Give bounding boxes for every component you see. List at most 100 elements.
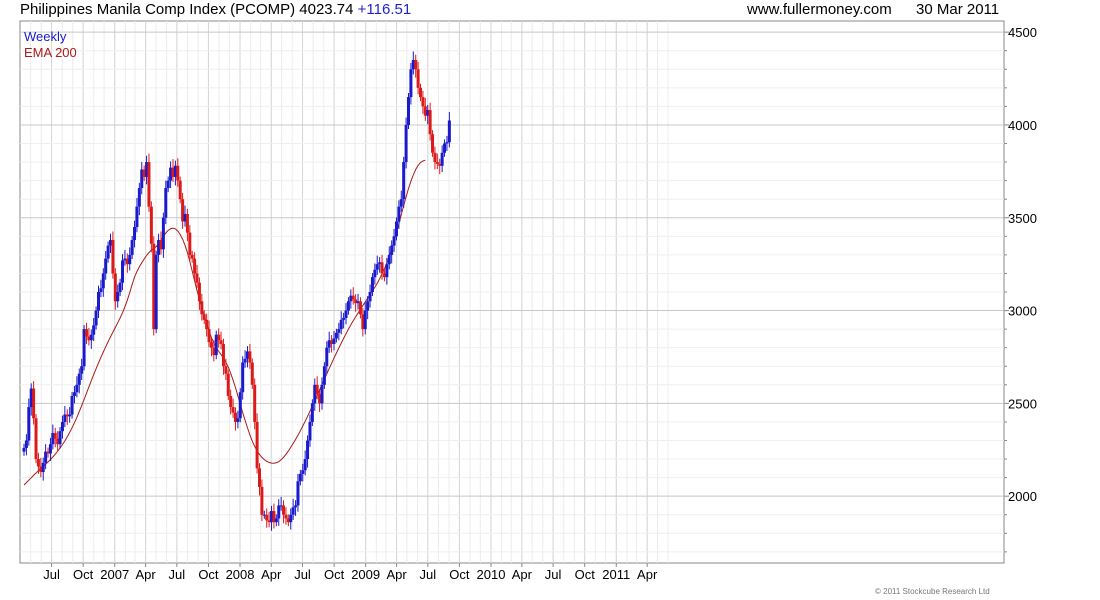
candle-body <box>104 258 108 274</box>
candle-body <box>80 366 84 374</box>
candle-body <box>419 87 423 98</box>
candle-body <box>106 245 110 259</box>
candle-body <box>431 134 435 153</box>
candle-body <box>51 433 55 445</box>
x-tick-label: 2007 <box>100 567 129 582</box>
candle-body <box>123 258 127 261</box>
candle-body <box>387 254 391 265</box>
candle-body <box>416 69 420 88</box>
candle-body <box>27 407 31 441</box>
candle-body <box>394 221 398 237</box>
candle-body <box>195 273 199 283</box>
candle-body <box>89 334 93 341</box>
candle-body <box>121 260 125 283</box>
candle-body <box>308 421 312 441</box>
candle-body <box>380 262 384 274</box>
candle-body <box>313 384 317 404</box>
candle-body <box>426 110 430 116</box>
candle-body <box>303 459 307 471</box>
candle-body <box>402 162 406 200</box>
candle-body <box>190 254 194 259</box>
candle-body <box>349 295 353 302</box>
candle-body <box>358 301 362 315</box>
x-tick-label: Jul <box>169 567 186 582</box>
y-tick-label: 3500 <box>1008 211 1037 226</box>
candle-body <box>366 301 370 311</box>
candle-body <box>327 340 331 348</box>
candle-body <box>318 394 322 404</box>
index-title: Philippines Manila Comp Index (PCOMP) 40… <box>20 1 354 18</box>
candle-body <box>65 414 69 417</box>
candle-body <box>320 384 324 404</box>
candle-body <box>147 162 151 207</box>
x-tick-label: Apr <box>261 567 282 582</box>
x-tick-label: Jul <box>545 567 562 582</box>
candle-body <box>243 358 247 363</box>
candle-body <box>258 468 262 487</box>
candle-body <box>159 240 163 250</box>
candle-body <box>154 254 158 330</box>
candle-body <box>241 362 245 393</box>
candle-body <box>421 97 425 107</box>
candle-body <box>231 407 235 413</box>
candle-body <box>226 373 230 396</box>
candle-body <box>245 351 249 359</box>
candle-body <box>298 473 302 482</box>
candle-body <box>260 486 264 515</box>
chart-header: Philippines Manila Comp Index (PCOMP) 40… <box>0 0 1100 22</box>
candle-body <box>286 518 290 523</box>
candle-body <box>22 447 26 452</box>
candle-body <box>270 511 274 523</box>
candle-body <box>29 388 33 408</box>
price-change: +116.51 <box>357 1 412 18</box>
candle-body <box>397 206 401 222</box>
candle-body <box>370 277 374 292</box>
candle-body <box>351 295 355 300</box>
candle-body <box>209 342 213 348</box>
candle-body <box>205 319 209 330</box>
candle-body <box>200 301 204 315</box>
x-tick-label: 2010 <box>477 567 506 582</box>
candle-body <box>322 366 326 385</box>
candle-body <box>101 273 105 289</box>
candle-body <box>60 421 64 432</box>
x-tick-label: Oct <box>73 567 94 582</box>
candle-body <box>157 240 161 255</box>
candle-body <box>207 329 211 343</box>
candle-body <box>56 438 60 445</box>
x-tick-label: Oct <box>449 567 470 582</box>
candle-body <box>36 459 40 467</box>
candle-body <box>385 264 389 278</box>
candle-body <box>109 240 113 246</box>
y-tick-label: 2000 <box>1008 489 1037 504</box>
candle-body <box>63 414 67 422</box>
candle-body <box>337 329 341 333</box>
candle-body <box>301 470 305 474</box>
legend-weekly: Weekly <box>24 29 67 44</box>
y-tick-label: 4500 <box>1008 25 1037 40</box>
candle-body <box>48 444 52 454</box>
candle-body <box>310 403 314 422</box>
candle-body <box>344 310 348 318</box>
candle-body <box>77 373 81 385</box>
site-url[interactable]: www.fullermoney.com <box>747 1 892 18</box>
candle-body <box>368 292 372 302</box>
x-tick-label: Apr <box>386 567 407 582</box>
candle-body <box>137 188 141 207</box>
candle-body <box>445 142 449 144</box>
candle-body <box>171 167 175 177</box>
candle-body <box>212 347 216 356</box>
candle-body <box>354 299 358 304</box>
x-tick-label: Oct <box>198 567 219 582</box>
candle-body <box>185 214 189 233</box>
chart-title: Philippines Manila Comp Index (PCOMP) 40… <box>20 1 411 18</box>
candle-body <box>140 169 144 189</box>
y-tick-label: 2500 <box>1008 396 1037 411</box>
candle-body <box>44 451 48 463</box>
x-tick-label: Oct <box>324 567 345 582</box>
candle-body <box>378 262 382 265</box>
x-tick-label: 2008 <box>226 567 255 582</box>
x-tick-label: Jul <box>43 567 60 582</box>
candle-body <box>248 351 252 363</box>
